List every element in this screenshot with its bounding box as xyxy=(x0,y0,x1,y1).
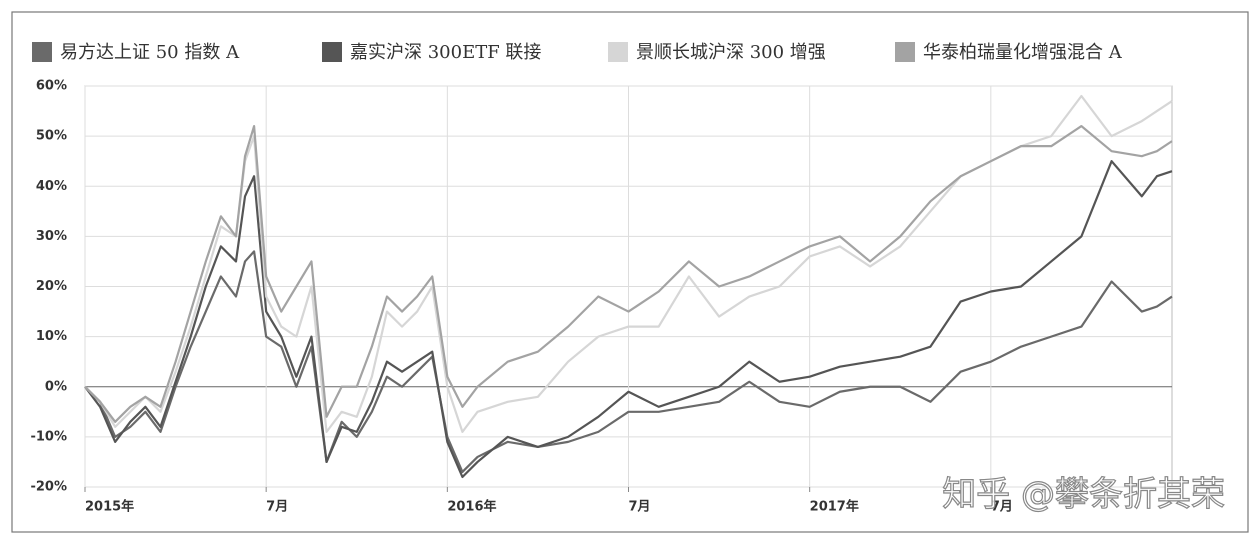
series-line xyxy=(84,124,1173,423)
y-tick-label: 50% xyxy=(36,129,67,144)
y-tick-label: 60% xyxy=(36,79,67,94)
x-tick-label: 7月 xyxy=(629,500,651,515)
x-tick-label: 7月 xyxy=(991,500,1013,515)
series-line xyxy=(84,160,1173,479)
legend-label: 景顺长城沪深 300 增强 xyxy=(636,42,826,63)
x-tick-label: 7月 xyxy=(266,500,288,515)
x-tick-label: 2016年 xyxy=(447,499,496,515)
legend-swatch xyxy=(608,42,628,62)
x-tick-label: 2015年 xyxy=(85,499,134,515)
x-tick-label: 2017年 xyxy=(810,499,859,515)
legend-label: 华泰柏瑞量化增强混合 A xyxy=(923,42,1123,63)
legend-swatch xyxy=(322,42,342,62)
y-tick-label: 40% xyxy=(36,179,67,194)
frame xyxy=(11,11,1249,533)
legend-swatch xyxy=(895,42,915,62)
y-tick-label: 30% xyxy=(36,229,67,244)
legend-label: 易方达上证 50 指数 A xyxy=(60,42,240,63)
y-tick-label: 10% xyxy=(36,329,67,344)
y-tick-label: 20% xyxy=(36,279,67,294)
y-tick-label: 0% xyxy=(45,379,67,394)
legend-label: 嘉实沪深 300ETF 联接 xyxy=(350,42,541,63)
y-tick-label: -10% xyxy=(30,429,67,444)
series-line xyxy=(84,250,1173,474)
series-line xyxy=(84,94,1173,433)
y-tick-label: -20% xyxy=(30,480,67,495)
legend-swatch xyxy=(32,42,52,62)
watermark: 知乎 @攀条折其荣 xyxy=(942,475,1225,515)
